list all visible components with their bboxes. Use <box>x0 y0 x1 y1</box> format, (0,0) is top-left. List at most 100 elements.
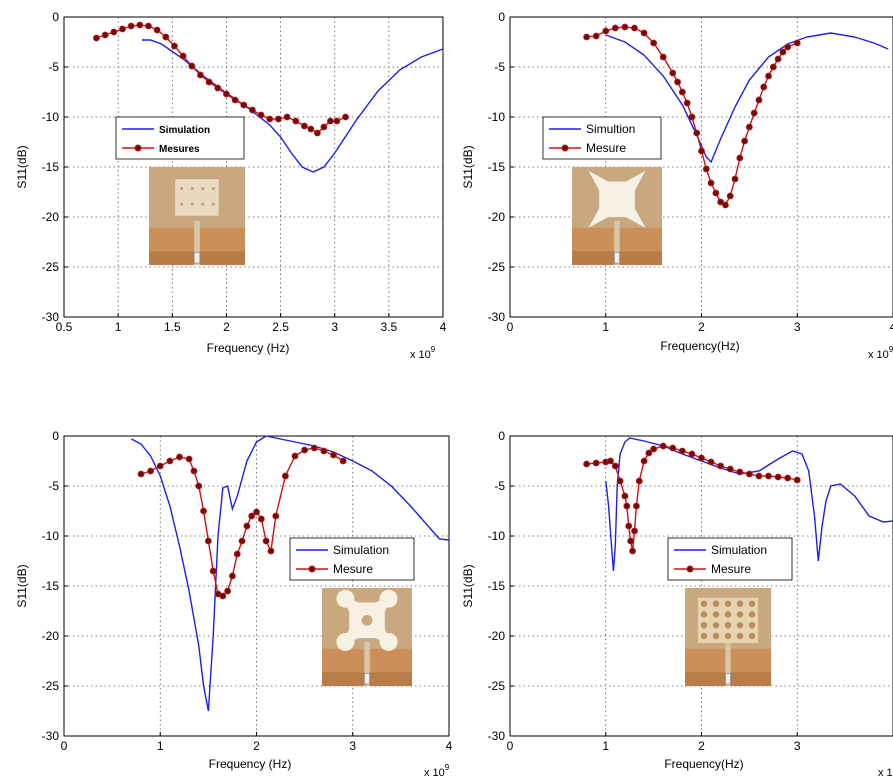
series-line-simulation <box>131 435 450 712</box>
y-tick-label: -25 <box>488 679 506 693</box>
x-tick-label: 3 <box>794 739 801 753</box>
inset-hole <box>190 187 194 191</box>
data-point-mesure <box>698 147 705 155</box>
legend-label-mesures: Mesures <box>159 144 200 155</box>
data-point-mesure <box>793 39 801 47</box>
data-point-mesure <box>645 449 653 457</box>
data-point-mesure <box>631 527 638 535</box>
data-point-mesures <box>283 113 291 121</box>
data-point-mesure <box>611 24 619 32</box>
chart-panel-4: 0 1 2 3 0 -5 -10 -15 -20 -25 -30 Frequency(Hz) S11(d… <box>461 429 893 779</box>
data-point-mesure <box>229 572 236 580</box>
data-point-mesure <box>611 462 619 470</box>
inset-antenna-photo <box>572 167 662 265</box>
inset-hole <box>700 611 708 618</box>
data-point-mesure <box>683 99 691 107</box>
data-point-mesure <box>195 482 203 490</box>
data-point-mesure <box>674 78 681 86</box>
data-point-mesure <box>185 455 193 463</box>
data-point-mesure <box>602 27 610 35</box>
data-point-mesure <box>623 502 631 510</box>
data-point-mesure <box>204 537 212 545</box>
data-point-mesure <box>607 457 614 465</box>
x-tick-label: 1.5 <box>164 320 181 334</box>
x-tick-label: 4 <box>440 320 447 334</box>
x-tick-label: 1 <box>602 739 609 753</box>
data-point-mesures <box>197 71 204 79</box>
data-point-mesure <box>784 43 792 51</box>
inset-hole <box>211 187 215 191</box>
data-point-mesure <box>632 502 640 510</box>
y-tick-label: 0 <box>52 10 59 24</box>
data-point-mesure <box>592 32 600 40</box>
data-point-mesures <box>231 96 239 104</box>
inset-hole <box>180 187 184 191</box>
data-point-mesure <box>190 467 198 475</box>
data-point-mesure <box>166 457 174 465</box>
data-point-mesure <box>219 592 227 600</box>
data-point-mesure <box>688 113 696 121</box>
x-tick-label: 4 <box>890 320 893 334</box>
data-point-mesures <box>101 31 109 39</box>
data-point-mesure <box>621 492 629 500</box>
inset-hole <box>748 622 756 629</box>
y-tick-label: -5 <box>48 479 59 493</box>
x-tick-label: 3 <box>794 320 801 334</box>
data-point-mesure <box>625 522 633 530</box>
data-point-mesure <box>755 472 763 480</box>
data-point-mesures <box>292 117 300 125</box>
data-point-mesure <box>224 587 232 595</box>
data-point-mesure <box>156 462 164 470</box>
y-axis-label: S11(dB) <box>15 145 29 188</box>
data-point-mesure <box>702 165 710 173</box>
data-point-mesure <box>774 473 782 481</box>
inset-feed-line <box>725 641 731 686</box>
inset-hole <box>201 187 205 191</box>
data-point-mesures <box>307 125 315 133</box>
y-tick-label: -25 <box>488 260 506 274</box>
legend: Simulation Mesures <box>115 116 245 160</box>
inset-feed-line <box>614 220 620 265</box>
data-point-mesure <box>627 537 635 545</box>
legend: Simultion Mesure <box>542 116 662 160</box>
data-point-mesure <box>243 522 251 530</box>
inset-connector <box>363 672 370 685</box>
data-point-mesure <box>669 69 677 77</box>
data-point-mesure <box>779 48 787 56</box>
data-point-mesures <box>127 22 135 30</box>
x-tick-label: 2 <box>223 320 230 334</box>
y-tick-label: -15 <box>42 579 60 593</box>
inset-hole <box>201 202 205 206</box>
legend: Simulation Mesure <box>667 537 793 581</box>
y-tick-label: -10 <box>42 110 60 124</box>
legend-marker <box>561 144 569 152</box>
inset-hole <box>712 611 720 618</box>
data-point-mesure <box>248 512 256 520</box>
data-point-mesure <box>693 129 701 137</box>
data-point-mesure <box>147 467 155 475</box>
data-point-mesure <box>262 537 270 545</box>
data-point-mesure <box>669 444 677 452</box>
inset-hole <box>712 622 720 629</box>
data-point-mesure <box>745 470 753 478</box>
data-point-mesure <box>320 447 328 455</box>
inset-hole <box>211 202 215 206</box>
data-point-mesure <box>736 154 744 162</box>
inset-patch-lobe <box>336 632 355 651</box>
y-tick-label: -20 <box>42 210 60 224</box>
data-point-mesure <box>745 123 753 131</box>
inset-hole <box>724 622 732 629</box>
data-point-mesure <box>291 452 299 460</box>
data-point-mesures <box>257 111 265 119</box>
data-point-mesures <box>171 42 178 50</box>
inset-feed-line <box>364 641 370 686</box>
data-point-mesures <box>214 84 222 92</box>
data-point-mesures <box>342 113 349 121</box>
data-point-mesure <box>731 175 739 183</box>
data-point-mesure <box>765 472 772 480</box>
data-point-mesure <box>678 447 686 455</box>
y-tick-label: -30 <box>42 310 60 324</box>
inset-hole <box>190 202 194 206</box>
inset-hole <box>700 632 708 640</box>
data-point-mesure <box>707 179 715 187</box>
